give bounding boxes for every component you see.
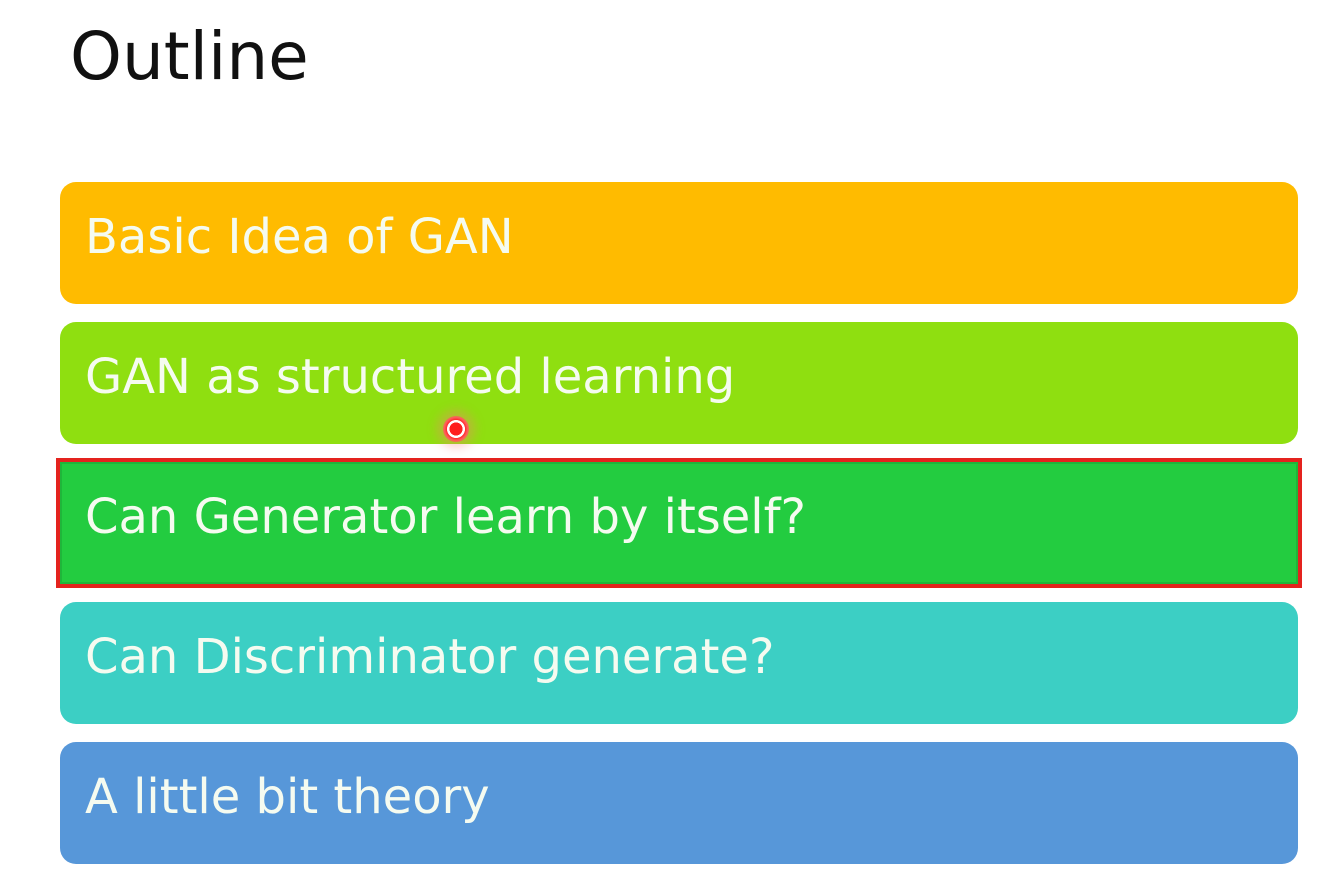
outline-item-theory[interactable]: A little bit theory [60, 742, 1298, 864]
outline-list: Basic Idea of GAN GAN as structured lear… [56, 182, 1302, 882]
outline-item-label: A little bit theory [85, 769, 490, 825]
outline-item-discriminator-generate[interactable]: Can Discriminator generate? [60, 602, 1298, 724]
outline-item-label: Can Generator learn by itself? [85, 489, 807, 545]
outline-item-label: Basic Idea of GAN [85, 209, 514, 265]
outline-item-label: Can Discriminator generate? [85, 629, 775, 685]
page-title: Outline [70, 18, 309, 95]
outline-item-basic-idea[interactable]: Basic Idea of GAN [60, 182, 1298, 304]
outline-item-structured-learning[interactable]: GAN as structured learning [60, 322, 1298, 444]
laser-pointer-icon [443, 416, 469, 442]
outline-item-label: GAN as structured learning [85, 349, 736, 405]
outline-item-generator-learn[interactable]: Can Generator learn by itself? [56, 458, 1302, 588]
